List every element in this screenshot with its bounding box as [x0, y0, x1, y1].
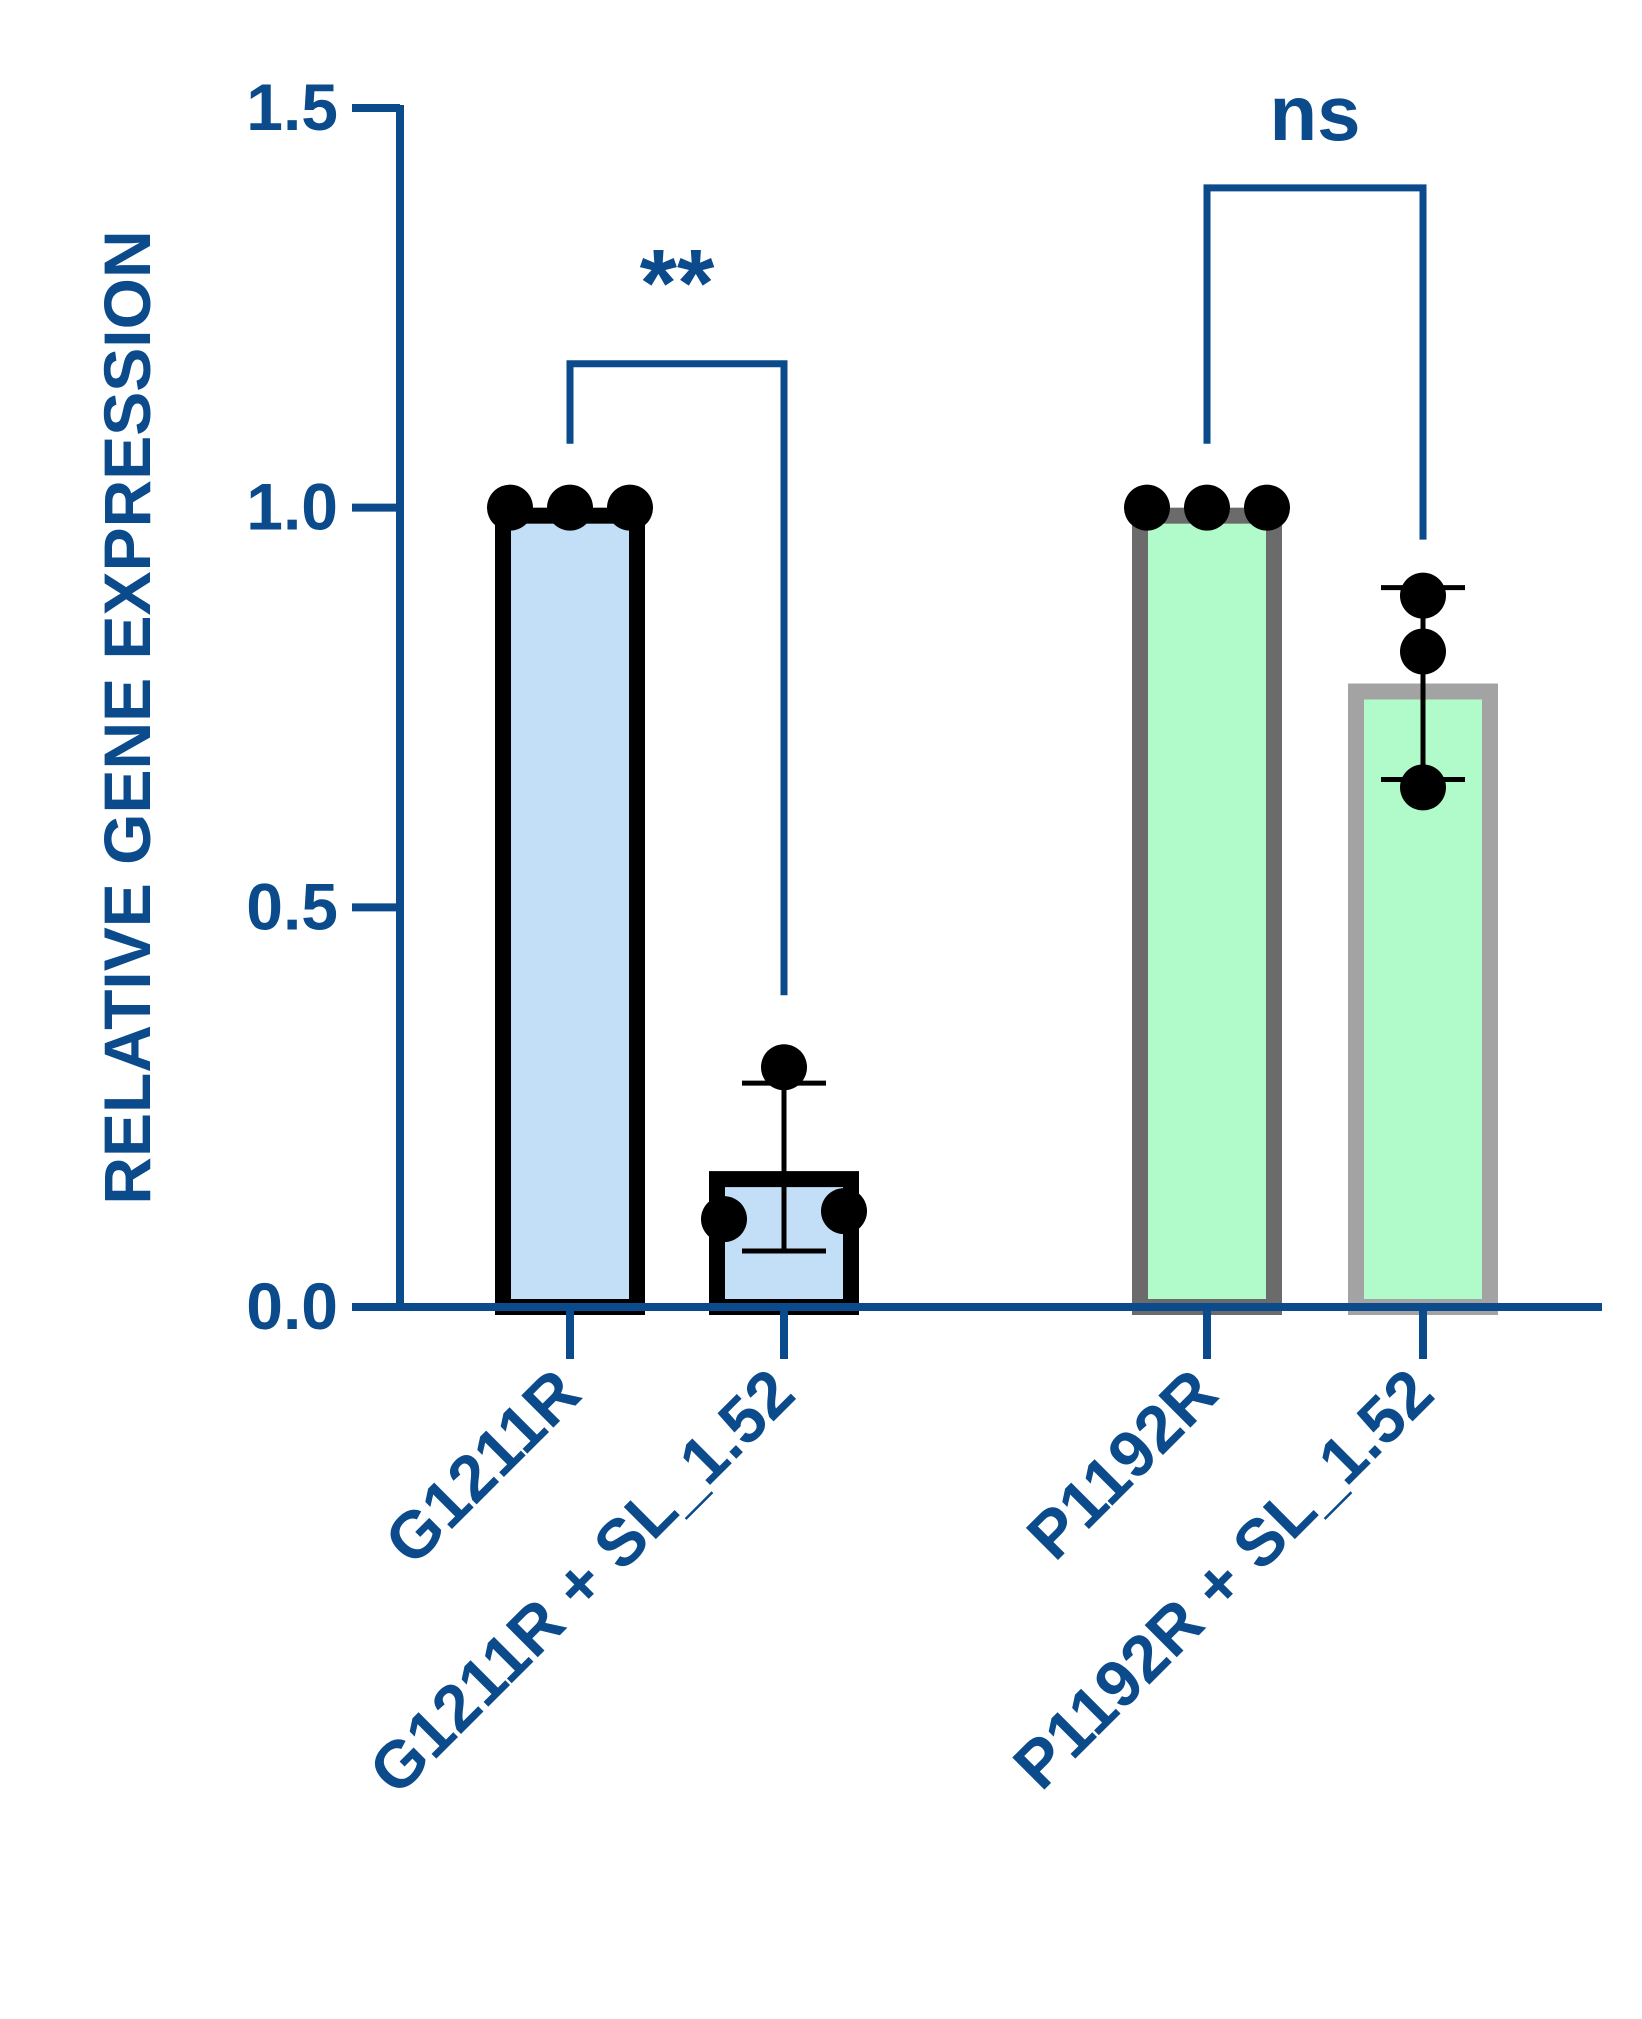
data-point-2-3 — [821, 1188, 867, 1235]
data-point-1-1 — [487, 484, 533, 531]
data-point-3-3 — [1244, 484, 1290, 531]
data-point-3-1 — [1124, 484, 1170, 531]
bars-layer — [495, 507, 1498, 1315]
significance-label-1: ** — [640, 230, 715, 337]
bar-1 — [495, 507, 645, 1315]
y-axis-label: RELATIVE GENE EXPRESSION — [90, 230, 164, 1204]
significance-bracket-2 — [1203, 184, 1427, 540]
x-tick-label-4: P1192R + SL_1.52 — [999, 1355, 1447, 1803]
data-points-layer — [487, 484, 1446, 1243]
x-tick-label-2: G1211R + SL_1.52 — [355, 1355, 808, 1808]
data-point-1-2 — [547, 484, 593, 531]
data-point-4-2 — [1400, 628, 1446, 675]
data-point-3-2 — [1184, 484, 1230, 531]
bar-3 — [1132, 507, 1282, 1315]
data-point-2-1 — [761, 1044, 807, 1091]
data-point-4-3 — [1400, 764, 1446, 811]
significance-label-2: ns — [1269, 69, 1360, 157]
significance-bracket-1 — [566, 360, 788, 996]
y-tick-label-1: 0.0 — [246, 1269, 338, 1343]
y-tick-label-4: 1.5 — [246, 70, 338, 144]
y-tick-label-2: 0.5 — [246, 869, 338, 943]
data-point-4-1 — [1400, 572, 1446, 619]
data-point-2-2 — [701, 1196, 747, 1243]
data-point-1-3 — [607, 484, 653, 531]
significance-layer: ** ns — [566, 69, 1427, 996]
x-tick-label-1: G1211R — [370, 1355, 594, 1579]
x-tick-label-3: P1192R — [1012, 1355, 1230, 1573]
y-tick-label-3: 1.0 — [246, 470, 338, 544]
